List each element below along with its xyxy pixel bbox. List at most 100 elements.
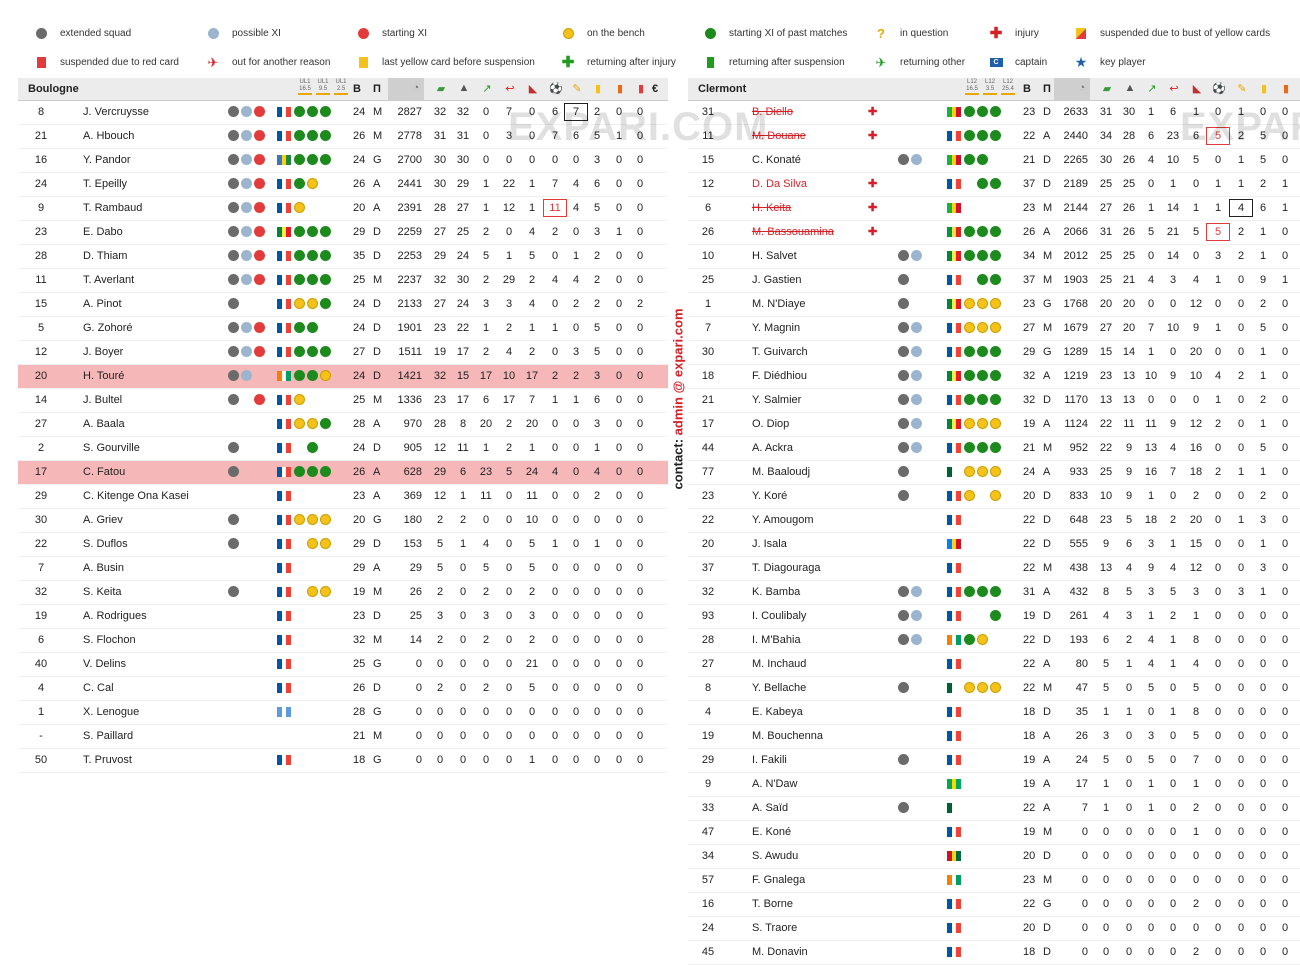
player-row[interactable]: 7 A. Busin 29 A 29 5 0 5 0 5 0 0 0 0 0 xyxy=(18,557,668,581)
player-row[interactable]: 57 F. Gnalega 23 M 0 0 0 0 0 0 0 0 0 0 xyxy=(688,869,1300,893)
player-name[interactable]: F. Gnalega xyxy=(752,874,806,886)
player-name[interactable]: B. Diello xyxy=(752,106,793,118)
player-name[interactable]: E. Dabo xyxy=(83,226,123,238)
player-row[interactable]: 1 X. Lenogue 28 G 0 0 0 0 0 0 0 0 0 0 0 xyxy=(18,701,668,725)
player-name[interactable]: A. Baala xyxy=(83,418,125,430)
player-name[interactable]: J. Gastien xyxy=(752,274,802,286)
player-name[interactable]: S. Keita xyxy=(83,586,122,598)
player-row[interactable]: 31 B. Diello ✚ 23 D 2633 31 30 1 6 1 0 1 0 0 xyxy=(688,101,1300,125)
player-name[interactable]: T. Pruvost xyxy=(83,754,132,766)
player-row[interactable]: 28 D. Thiam 35 D 2253 29 24 5 1 5 0 1 2 0 0 xyxy=(18,245,668,269)
player-name[interactable]: M. Bassouamina xyxy=(752,226,834,238)
player-name[interactable]: A. Rodrigues xyxy=(83,610,147,622)
player-name[interactable]: F. Diédhiou xyxy=(752,370,808,382)
player-row[interactable]: 24 T. Epeilly 26 A 2441 30 29 1 22 1 7 4 6 0 0 xyxy=(18,173,668,197)
player-name[interactable]: S. Gourville xyxy=(83,442,140,454)
player-row[interactable]: 30 A. Griev 20 G 180 2 2 0 0 10 0 0 0 0 0 xyxy=(18,509,668,533)
player-row[interactable]: 4 E. Kabeya 18 D 35 1 1 0 1 8 0 0 0 0 xyxy=(688,701,1300,725)
player-row[interactable]: 20 H. Touré 24 D 1421 32 15 17 10 17 2 2 3 0 0 xyxy=(18,365,668,389)
player-row[interactable]: 27 A. Baala 28 A 970 28 8 20 2 20 0 0 3 0 0 xyxy=(18,413,668,437)
player-row[interactable]: 21 Y. Salmier 32 D 1170 13 13 0 0 0 1 0 2 0 xyxy=(688,389,1300,413)
player-name[interactable]: A. Griev xyxy=(83,514,123,526)
player-row[interactable]: 40 V. Delins 25 G 0 0 0 0 0 21 0 0 0 0 0 xyxy=(18,653,668,677)
player-name[interactable]: S. Awudu xyxy=(752,850,799,862)
player-name[interactable]: C. Kitenge Ona Kasei xyxy=(83,490,189,502)
player-row[interactable]: 17 C. Fatou 26 A 628 29 6 23 5 24 4 0 4 0 0 xyxy=(18,461,668,485)
player-row[interactable]: 5 G. Zohoré 24 D 1901 23 22 1 2 1 1 0 5 0 0 xyxy=(18,317,668,341)
player-row[interactable]: 1 M. N'Diaye 23 G 1768 20 20 0 0 12 0 0 2 0 xyxy=(688,293,1300,317)
player-row[interactable]: 29 I. Fakili 19 A 24 5 0 5 0 7 0 0 0 0 xyxy=(688,749,1300,773)
player-name[interactable]: M. Bouchenna xyxy=(752,730,823,742)
player-name[interactable]: T. Diagouraga xyxy=(752,562,821,574)
player-row[interactable]: 29 C. Kitenge Ona Kasei 23 A 369 12 1 11 0 11 0 0 2 0… xyxy=(18,485,668,509)
player-name[interactable]: C. Konaté xyxy=(752,154,801,166)
player-row[interactable]: 30 T. Guivarch 29 G 1289 15 14 1 0 20 0 0 1 0 xyxy=(688,341,1300,365)
player-name[interactable]: I. M'Bahia xyxy=(752,634,801,646)
player-name[interactable]: G. Zohoré xyxy=(83,322,133,334)
player-name[interactable]: J. Bultel xyxy=(83,394,123,406)
player-name[interactable]: I. Fakili xyxy=(752,754,787,766)
player-name[interactable]: C. Fatou xyxy=(83,466,126,478)
player-row[interactable]: 24 S. Traore 20 D 0 0 0 0 0 0 0 0 0 0 xyxy=(688,917,1300,941)
player-row[interactable]: 15 C. Konaté 21 D 2265 30 26 4 10 5 0 1 5 0 xyxy=(688,149,1300,173)
player-name[interactable]: M. Douane xyxy=(752,130,806,142)
player-row[interactable]: 8 J. Vercruysse 24 M 2827 32 32 0 7 0 6 7 2 0 0 xyxy=(18,101,668,125)
player-row[interactable]: 77 M. Baaloudj 24 A 933 25 9 16 7 18 2 1 1 0 xyxy=(688,461,1300,485)
player-name[interactable]: Y. Koré xyxy=(752,490,788,502)
player-row[interactable]: 11 M. Douane ✚ 22 A 2440 34 28 6 23 6 5 2 5 0 xyxy=(688,125,1300,149)
player-row[interactable]: 25 J. Gastien 37 M 1903 25 21 4 3 4 1 0 9 1 xyxy=(688,269,1300,293)
player-name[interactable]: A. Ackra xyxy=(752,442,793,454)
player-row[interactable]: 22 S. Duflos 29 D 153 5 1 4 0 5 1 0 1 0 0 xyxy=(18,533,668,557)
player-name[interactable]: S. Duflos xyxy=(83,538,128,550)
player-row[interactable]: 23 Y. Koré 20 D 833 10 9 1 0 2 0 0 2 0 xyxy=(688,485,1300,509)
player-name[interactable]: T. Averlant xyxy=(83,274,135,286)
player-row[interactable]: 44 A. Ackra 21 M 952 22 9 13 4 16 0 0 5 0 xyxy=(688,437,1300,461)
player-name[interactable]: V. Delins xyxy=(83,658,127,670)
player-name[interactable]: S. Paillard xyxy=(83,730,134,742)
player-name[interactable]: J. Boyer xyxy=(83,346,124,358)
player-name[interactable]: A. Pinot xyxy=(83,298,122,310)
player-name[interactable]: Y. Amougom xyxy=(752,514,814,526)
player-row[interactable]: - S. Paillard 21 M 0 0 0 0 0 0 0 0 0 0 0 xyxy=(18,725,668,749)
player-row[interactable]: 16 Y. Pandor 24 G 2700 30 30 0 0 0 0 0 3 0 0 xyxy=(18,149,668,173)
player-row[interactable]: 16 T. Borne 22 G 0 0 0 0 0 2 0 0 0 0 xyxy=(688,893,1300,917)
player-row[interactable]: 15 A. Pinot 24 D 2133 27 24 3 3 4 0 2 2 0 2 xyxy=(18,293,668,317)
player-row[interactable]: 21 A. Hbouch 26 M 2778 31 31 0 3 0 7 6 5 1 0 xyxy=(18,125,668,149)
player-row[interactable]: 28 I. M'Bahia 22 D 193 6 2 4 1 8 0 0 0 0 xyxy=(688,629,1300,653)
player-row[interactable]: 27 M. Inchaud 22 A 80 5 1 4 1 4 0 0 0 0 xyxy=(688,653,1300,677)
player-name[interactable]: Y. Salmier xyxy=(752,394,802,406)
player-row[interactable]: 2 S. Gourville 24 D 905 12 11 1 2 1 0 0 1 0 0 xyxy=(18,437,668,461)
player-name[interactable]: A. Hbouch xyxy=(83,130,135,142)
player-name[interactable]: T. Epeilly xyxy=(83,178,128,190)
player-name[interactable]: M. Inchaud xyxy=(752,658,807,670)
player-name[interactable]: J. Isala xyxy=(752,538,787,550)
player-name[interactable]: H. Touré xyxy=(83,370,125,382)
player-row[interactable]: 19 A. Rodrigues 23 D 25 3 0 3 0 3 0 0 0 0 0 xyxy=(18,605,668,629)
player-row[interactable]: 32 K. Bamba 31 A 432 8 5 3 5 3 0 3 1 0 xyxy=(688,581,1300,605)
player-name[interactable]: X. Lenogue xyxy=(83,706,140,718)
player-row[interactable]: 37 T. Diagouraga 22 M 438 13 4 9 4 12 0 0 3 0 xyxy=(688,557,1300,581)
player-row[interactable]: 12 D. Da Silva ✚ 37 D 2189 25 25 0 1 0 1 1 2 1 xyxy=(688,173,1300,197)
player-row[interactable]: 8 Y. Bellache 22 M 47 5 0 5 0 5 0 0 0 0 xyxy=(688,677,1300,701)
player-row[interactable]: 32 S. Keita 19 M 26 2 0 2 0 2 0 0 0 0 0 xyxy=(18,581,668,605)
player-name[interactable]: A. N'Daw xyxy=(752,778,798,790)
player-row[interactable]: 14 J. Bultel 25 M 1336 23 17 6 17 7 1 1 6 0 0 xyxy=(18,389,668,413)
player-row[interactable]: 9 A. N'Daw 19 A 17 1 0 1 0 1 0 0 0 0 xyxy=(688,773,1300,797)
player-name[interactable]: Y. Pandor xyxy=(83,154,131,166)
player-name[interactable]: J. Vercruysse xyxy=(83,106,150,118)
player-row[interactable]: 93 I. Coulibaly 19 D 261 4 3 1 2 1 0 0 0 0 xyxy=(688,605,1300,629)
player-name[interactable]: M. Donavin xyxy=(752,946,808,958)
player-name[interactable]: S. Flochon xyxy=(83,634,136,646)
player-name[interactable]: H. Keita xyxy=(752,202,792,214)
player-row[interactable]: 12 J. Boyer 27 D 1511 19 17 2 4 2 0 3 5 0 0 xyxy=(18,341,668,365)
player-row[interactable]: 11 T. Averlant 25 M 2237 32 30 2 29 2 4 4 2 0 0 xyxy=(18,269,668,293)
player-name[interactable]: K. Bamba xyxy=(752,586,801,598)
player-name[interactable]: T. Rambaud xyxy=(83,202,143,214)
player-row[interactable]: 6 S. Flochon 32 M 14 2 0 2 0 2 0 0 0 0 0 xyxy=(18,629,668,653)
player-row[interactable]: 22 Y. Amougom 22 D 648 23 5 18 2 20 0 1 3 0 xyxy=(688,509,1300,533)
player-row[interactable]: 50 T. Pruvost 18 G 0 0 0 0 0 1 0 0 0 0 0 xyxy=(18,749,668,773)
player-row[interactable]: 26 M. Bassouamina ✚ 26 A 2066 31 26 5 21 5 5 2 1 0 xyxy=(688,221,1300,245)
player-row[interactable]: 7 Y. Magnin 27 M 1679 27 20 7 10 9 1 0 5 0 xyxy=(688,317,1300,341)
player-name[interactable]: M. N'Diaye xyxy=(752,298,806,310)
player-row[interactable]: 9 T. Rambaud 20 A 2391 28 27 1 12 1 11 4 5 0 0 xyxy=(18,197,668,221)
